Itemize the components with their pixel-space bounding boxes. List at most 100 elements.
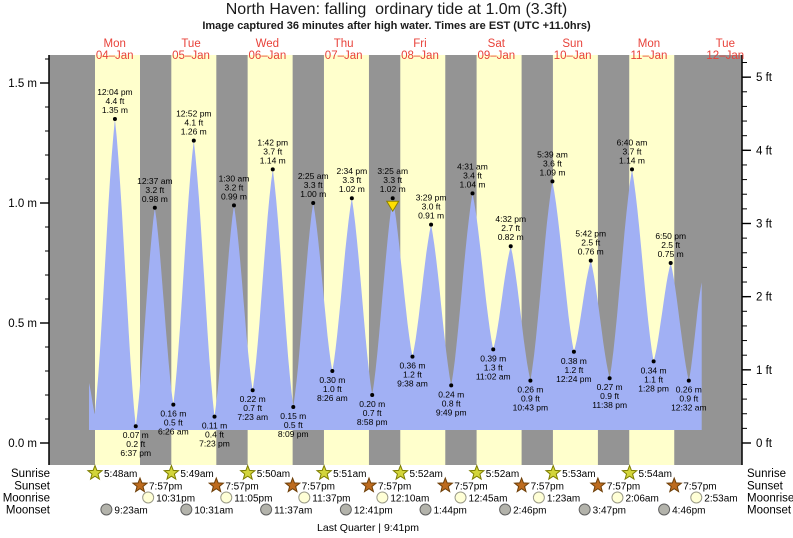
moonset-icon	[260, 503, 273, 516]
sunrise-time: 5:51am	[333, 469, 366, 480]
high-tide-dot	[191, 138, 196, 143]
sunset-time: 7:57pm	[302, 482, 335, 493]
high-tide-dot	[152, 205, 157, 210]
sunset-icon	[665, 476, 683, 493]
low-tide-dot	[330, 369, 335, 373]
high-tide-dot	[588, 258, 593, 263]
high-tide-ft: 3.4 ft	[463, 170, 483, 180]
day-label-dow: Thu	[334, 38, 354, 50]
moonset-icon	[578, 503, 591, 516]
sunset-icon	[207, 476, 225, 493]
low-tide-ft: 1.2 ft	[403, 370, 423, 380]
low-tide-dot	[449, 383, 454, 388]
low-tide-ft: 0.5 ft	[284, 420, 304, 430]
high-tide-m: 0.98 m	[142, 194, 168, 204]
low-tide-dot	[686, 378, 691, 383]
sunrise-icon	[621, 464, 639, 481]
sunset-time: 7:57pm	[607, 482, 640, 493]
day-label-date: 10–Jan	[554, 50, 592, 62]
low-tide-m: 0.20 m	[359, 399, 385, 409]
ft-axis-label: 0 ft	[756, 438, 773, 450]
high-tide-ft: 3.3 ft	[304, 180, 324, 190]
low-tide-time: 12:24 pm	[556, 374, 591, 384]
high-tide-ft: 3.2 ft	[145, 185, 165, 195]
low-tide-m: 0.11 m	[202, 421, 227, 431]
sunset-time: 7:57pm	[378, 482, 411, 493]
high-tide-ft: 4.4 ft	[105, 96, 125, 106]
moonrise-icon	[220, 491, 233, 504]
low-tide-m: 0.26 m	[517, 385, 543, 395]
moonrise-icon	[142, 491, 155, 504]
high-tide-dot	[429, 222, 434, 227]
high-tide-time: 5:42 pm	[575, 229, 606, 239]
sunrise-icon	[392, 464, 409, 481]
low-tide-m: 0.39 m	[480, 353, 506, 363]
high-tide-m: 1.04 m	[460, 179, 486, 189]
high-tide-m: 1.02 m	[380, 184, 406, 194]
sunset-icon	[436, 476, 454, 493]
high-tide-time: 12:52 pm	[176, 109, 211, 119]
day-label-date: 11–Jan	[631, 50, 668, 62]
low-tide-ft: 0.2 ft	[126, 439, 146, 449]
high-tide-time: 4:31 am	[457, 161, 488, 171]
high-tide-time: 3:29 pm	[416, 193, 447, 203]
low-tide-time: 7:23 am	[237, 412, 268, 422]
high-tide-ft: 3.3 ft	[383, 175, 403, 185]
high-tide-dot	[390, 196, 395, 201]
sunset-icon	[589, 476, 607, 493]
capture-note: Image captured 36 minutes after high wat…	[202, 20, 591, 32]
day-label-dow: Mon	[104, 38, 126, 50]
low-tide-dot	[250, 388, 255, 393]
day-label-dow: Sat	[488, 38, 506, 50]
low-tide-m: 0.22 m	[240, 394, 266, 404]
low-tide-m: 0.36 m	[399, 361, 425, 371]
high-tide-m: 1.35 m	[102, 105, 128, 115]
high-tide-ft: 3.0 ft	[422, 202, 442, 212]
low-tide-m: 0.26 m	[676, 385, 702, 395]
sunset-icon	[360, 476, 378, 493]
low-tide-m: 0.16 m	[160, 409, 186, 419]
moonrise-icon	[611, 491, 624, 504]
moonrise-time: 11:05pm	[234, 494, 272, 505]
moonset-time: 11:37am	[274, 506, 312, 517]
high-tide-time: 2:25 am	[298, 171, 329, 181]
low-tide-time: 9:38 am	[397, 379, 428, 389]
high-tide-m: 0.82 m	[498, 232, 524, 242]
high-tide-dot	[231, 203, 236, 208]
low-tide-ft: 0.9 ft	[679, 394, 699, 404]
high-tide-dot	[470, 191, 475, 196]
sunrise-time: 5:49am	[180, 469, 213, 480]
low-tide-dot	[133, 424, 138, 429]
day-label-dow: Wed	[256, 38, 279, 50]
day-label-dow: Fri	[413, 38, 426, 50]
moonrise-time: 2:53am	[704, 494, 737, 505]
moonrise-icon	[376, 491, 389, 504]
sunset-icon	[284, 476, 302, 493]
high-tide-time: 2:34 pm	[336, 166, 367, 176]
ft-axis-label: 1 ft	[756, 365, 773, 377]
high-tide-m: 0.91 m	[418, 211, 444, 221]
low-tide-m: 0.38 m	[561, 356, 587, 366]
day-label-dow: Tue	[181, 38, 200, 50]
high-tide-time: 1:42 pm	[257, 137, 288, 147]
moonrise-icon	[454, 491, 467, 504]
moonrise-time: 1:23am	[547, 494, 580, 505]
low-tide-time: 6:26 am	[158, 427, 189, 437]
day-label-dow: Mon	[638, 38, 660, 50]
low-tide-ft: 1.0 ft	[323, 384, 343, 394]
moonset-time: 4:46pm	[672, 506, 705, 517]
moonrise-time: 10:31pm	[156, 494, 195, 505]
high-tide-m: 0.76 m	[578, 247, 604, 257]
astro-row-label-right: Sunset	[747, 481, 784, 493]
low-tide-dot	[410, 354, 415, 359]
low-tide-time: 12:32 am	[671, 403, 706, 413]
astro-row-label-right: Sunrise	[747, 468, 786, 480]
low-tide-dot	[171, 402, 176, 407]
high-tide-m: 0.75 m	[658, 249, 684, 259]
moonrise-time: 11:37pm	[312, 494, 350, 505]
sunrise-time: 5:50am	[257, 469, 290, 480]
high-tide-dot	[668, 261, 673, 265]
low-tide-m: 0.15 m	[280, 411, 306, 421]
high-tide-ft: 3.7 ft	[623, 146, 643, 156]
low-tide-time: 1:28 pm	[638, 383, 669, 393]
